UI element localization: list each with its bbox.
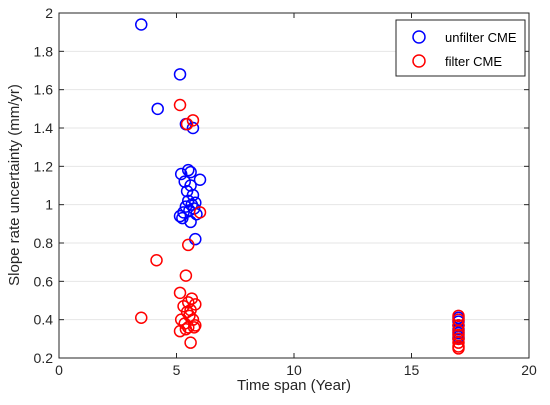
point-unfilter-cme: [176, 211, 189, 225]
gridlines: [59, 50, 529, 321]
point-unfilter-cme: [193, 173, 207, 186]
point-filter-cme: [452, 319, 465, 332]
point-unfilter-cme: [179, 200, 193, 213]
point-filter-cme: [135, 311, 148, 324]
point-filter-cme: [179, 269, 193, 282]
point-unfilter-cme: [151, 102, 164, 116]
point-unfilter-cme: [135, 18, 148, 31]
point-unfilter-cme: [184, 215, 197, 229]
x-axis-label: Time span (Year): [237, 377, 351, 394]
point-filter-cme: [193, 206, 207, 219]
y-tick-label: 0.4: [34, 312, 54, 328]
legend: unfilter CME filter CME: [395, 19, 526, 77]
point-unfilter-cme: [174, 167, 188, 181]
x-tick-label: 15: [404, 362, 420, 378]
y-tick-label: 1.6: [34, 82, 54, 98]
point-filter-cme: [452, 342, 465, 355]
point-unfilter-cme: [184, 165, 197, 179]
x-tick-label: 0: [55, 362, 63, 378]
y-tick-label: 0.2: [34, 350, 54, 366]
point-filter-cme: [452, 336, 465, 349]
x-tick-label: 5: [173, 362, 181, 378]
point-unfilter-cme: [173, 68, 187, 81]
legend-label-filter: filter CME: [445, 54, 502, 69]
legend-label-unfilter: unfilter CME: [445, 30, 517, 45]
data-marks: [135, 18, 465, 355]
point-filter-cme: [184, 336, 197, 349]
legend-marker-unfilter: [412, 30, 426, 44]
point-filter-cme: [452, 332, 465, 346]
y-tick-label: 0.6: [34, 273, 54, 289]
point-filter-cme: [182, 238, 195, 252]
y-tick-label: 1: [45, 197, 53, 213]
point-filter-cme: [187, 321, 201, 334]
x-tick-label: 20: [521, 362, 537, 378]
point-filter-cme: [182, 321, 195, 334]
point-unfilter-cme: [182, 163, 195, 177]
point-filter-cme: [452, 309, 465, 323]
point-filter-cme: [173, 324, 187, 338]
point-filter-cme: [150, 254, 163, 267]
point-filter-cme: [180, 117, 194, 131]
y-axis-label: Slope rate uncertainty (mm/yr): [6, 84, 23, 286]
legend-marker-filter: [412, 54, 426, 68]
y-tick-label: 0.8: [34, 235, 54, 251]
x-tick-label: 10: [286, 362, 302, 378]
y-tick-label: 1.4: [34, 120, 54, 136]
point-unfilter-cme: [177, 206, 190, 219]
axis-ticks: 0.20.40.60.811.21.41.61.820 5 10 15 20: [34, 5, 537, 378]
point-filter-cme: [179, 323, 193, 336]
point-unfilter-cme: [173, 209, 187, 223]
point-filter-cme: [173, 98, 187, 112]
y-tick-label: 2: [45, 5, 53, 21]
y-tick-label: 1.2: [34, 158, 54, 174]
point-filter-cme: [173, 286, 187, 300]
point-unfilter-cme: [182, 194, 195, 208]
y-tick-label: 1.8: [34, 43, 54, 59]
